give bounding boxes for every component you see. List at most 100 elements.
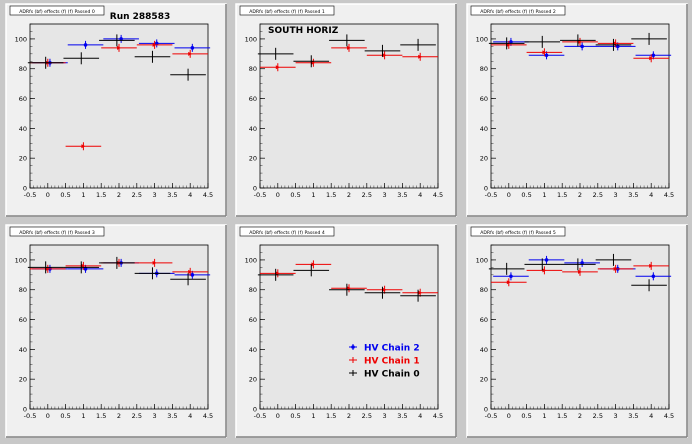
x-tick-label: 2.5 xyxy=(132,191,142,199)
point-hv-chain-0-4 xyxy=(170,273,206,286)
y-tick-label: 0 xyxy=(253,185,257,193)
y-tick-label: 80 xyxy=(19,286,27,294)
marker-dot xyxy=(509,40,513,44)
point-hv-chain-1-4 xyxy=(402,52,438,61)
y-tick-label: 40 xyxy=(249,346,257,354)
point-hv-chain-1-4 xyxy=(633,261,669,270)
y-tick-label: 60 xyxy=(249,316,257,324)
x-tick-label: 0 xyxy=(276,412,280,420)
x-tick-label: 4 xyxy=(418,412,422,420)
x-tick-label: 0.5 xyxy=(290,191,300,199)
x-tick-label: 1 xyxy=(311,412,315,420)
x-tick-label: 2.5 xyxy=(362,191,372,199)
plot-area xyxy=(259,244,439,410)
marker-arrow xyxy=(418,290,423,295)
point-hv-chain-0-3 xyxy=(134,267,171,280)
panel-title: ADRfs (bf) effects (f) (f) Passed 2 xyxy=(480,9,556,15)
x-tick-label: -0.5 xyxy=(24,191,37,199)
marker-dot xyxy=(580,44,584,49)
point-hv-chain-2-4 xyxy=(635,272,672,281)
x-tick-label: 4.5 xyxy=(203,191,213,199)
point-hv-chain-1-4 xyxy=(172,49,208,58)
x-tick-label: 3.5 xyxy=(628,412,638,420)
point-hv-chain-0-1 xyxy=(293,264,330,277)
point-hv-chain-1-3 xyxy=(597,264,634,273)
point-hv-chain-2-1 xyxy=(67,40,104,49)
x-tick-label: 4 xyxy=(649,191,653,199)
point-hv-chain-0-4 xyxy=(631,279,667,292)
x-tick-label: -0.5 xyxy=(254,191,267,199)
marker-dot xyxy=(615,44,620,49)
point-hv-chain-2-0 xyxy=(493,272,529,281)
title-box xyxy=(9,5,105,16)
point-hv-chain-0-1 xyxy=(63,52,100,65)
y-tick-label: 100 xyxy=(476,35,488,43)
point-hv-chain-0-0 xyxy=(27,56,64,69)
y-tick-label: 100 xyxy=(245,35,257,43)
x-tick-label: 0 xyxy=(46,412,50,420)
title-box xyxy=(239,5,335,16)
point-hv-chain-2-2 xyxy=(564,42,600,51)
y-tick-label: 80 xyxy=(480,286,488,294)
point-hv-chain-0-3 xyxy=(134,50,171,63)
point-hv-chain-0-3 xyxy=(595,253,632,266)
x-tick-label: 1 xyxy=(311,191,315,199)
point-hv-chain-1-3 xyxy=(136,40,173,49)
marker-arrow xyxy=(418,54,423,59)
point-hv-chain-2-4 xyxy=(174,43,211,52)
marker-dot xyxy=(580,261,584,265)
y-tick-label: 20 xyxy=(480,376,488,384)
x-tick-label: 4.5 xyxy=(664,412,674,420)
plot-area xyxy=(490,23,670,189)
point-hv-chain-0-1 xyxy=(524,35,561,48)
point-hv-chain-0-2 xyxy=(560,258,596,271)
y-tick-label: 0 xyxy=(23,406,27,414)
marker-dot xyxy=(83,267,88,271)
point-hv-chain-0-1 xyxy=(63,261,100,274)
legend: HV Chain 2 HV Chain 1 HV Chain 0 xyxy=(349,344,420,380)
x-tick-label: 3.5 xyxy=(167,412,177,420)
marker-arrow xyxy=(506,280,511,285)
panel-3: ADRfs (bf) effects (f) (f) Passed 3-0.5 0… xyxy=(5,224,227,438)
point-hv-chain-1-0 xyxy=(491,278,527,287)
marker-dot xyxy=(651,274,656,279)
x-tick-label: 0 xyxy=(276,191,280,199)
point-hv-chain-2-2 xyxy=(564,258,600,267)
x-tick-label: 2 xyxy=(578,412,582,420)
point-hv-chain-0-3 xyxy=(595,38,632,51)
legend-label: HV Chain 0 xyxy=(364,370,420,380)
panel-0: ADRfs (bf) effects (f) (f) Passed 0-0.5 0… xyxy=(5,3,227,217)
point-hv-chain-0-0 xyxy=(27,261,64,274)
x-tick-label: 2 xyxy=(578,191,582,199)
point-hv-chain-1-2 xyxy=(331,43,367,52)
y-tick-label: 0 xyxy=(253,406,257,414)
y-tick-label: 80 xyxy=(480,65,488,73)
x-tick-label: -0.5 xyxy=(254,412,267,420)
y-tick-label: 40 xyxy=(480,125,488,133)
y-tick-label: 20 xyxy=(480,155,488,163)
marker-dot xyxy=(544,53,549,58)
y-tick-label: 80 xyxy=(19,65,27,73)
marker-dot xyxy=(119,37,123,41)
point-hv-chain-1-1 xyxy=(526,266,563,275)
point-hv-chain-1-4 xyxy=(633,54,669,63)
y-tick-label: 100 xyxy=(245,256,257,264)
y-tick-label: 80 xyxy=(249,65,257,73)
x-tick-label: 1.5 xyxy=(557,191,567,199)
y-tick-label: 0 xyxy=(23,185,27,193)
x-tick-label: 0 xyxy=(46,191,50,199)
x-tick-label: 4 xyxy=(649,412,653,420)
point-hv-chain-1-3 xyxy=(136,258,173,267)
x-tick-label: 1 xyxy=(81,412,85,420)
y-tick-label: 20 xyxy=(249,155,257,163)
plot-area xyxy=(29,244,209,410)
panel-title: ADRfs (bf) effects (f) (f) Passed 3 xyxy=(19,230,95,236)
x-tick-label: 3.5 xyxy=(397,191,407,199)
legend-label: HV Chain 2 xyxy=(364,344,420,354)
title-box xyxy=(470,226,566,237)
y-tick-label: 0 xyxy=(484,406,488,414)
point-hv-chain-2-1 xyxy=(528,255,565,264)
point-hv-chain-0-2 xyxy=(99,256,135,269)
run-label: Run 288583 xyxy=(110,12,170,22)
x-tick-label: 3 xyxy=(383,412,387,420)
